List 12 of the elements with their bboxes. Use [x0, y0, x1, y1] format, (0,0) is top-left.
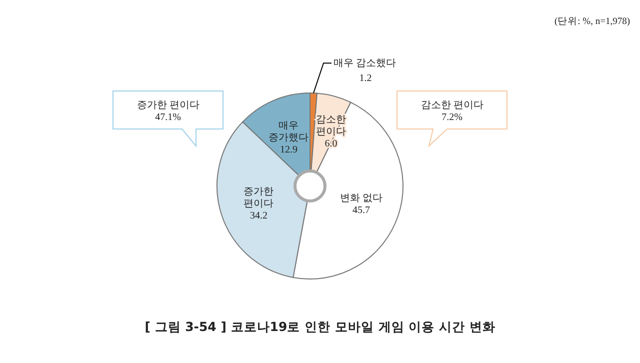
slice-label: 매우 감소했다 [334, 58, 396, 70]
data-label: 12.9 [280, 144, 298, 156]
callout: 증가한 편이다 47.1% [112, 90, 224, 148]
text: [ 그림 3-54 ] 코로나19로 인한 모바일 게임 이용 시간 변화 [144, 319, 496, 334]
data-label: 34.2 [250, 210, 268, 222]
data-label: 45.7 [352, 204, 370, 216]
slice-label: 변화 없다 [340, 192, 382, 204]
data-label: 1.2 [359, 73, 372, 84]
slice-label: 증가한 편이다 [244, 186, 274, 210]
text: (단위: %, n=1,978) [554, 16, 630, 27]
callout: 감소한 편이다 7.2% [396, 90, 508, 148]
slice-label: 매우 증가했다 [268, 120, 309, 144]
